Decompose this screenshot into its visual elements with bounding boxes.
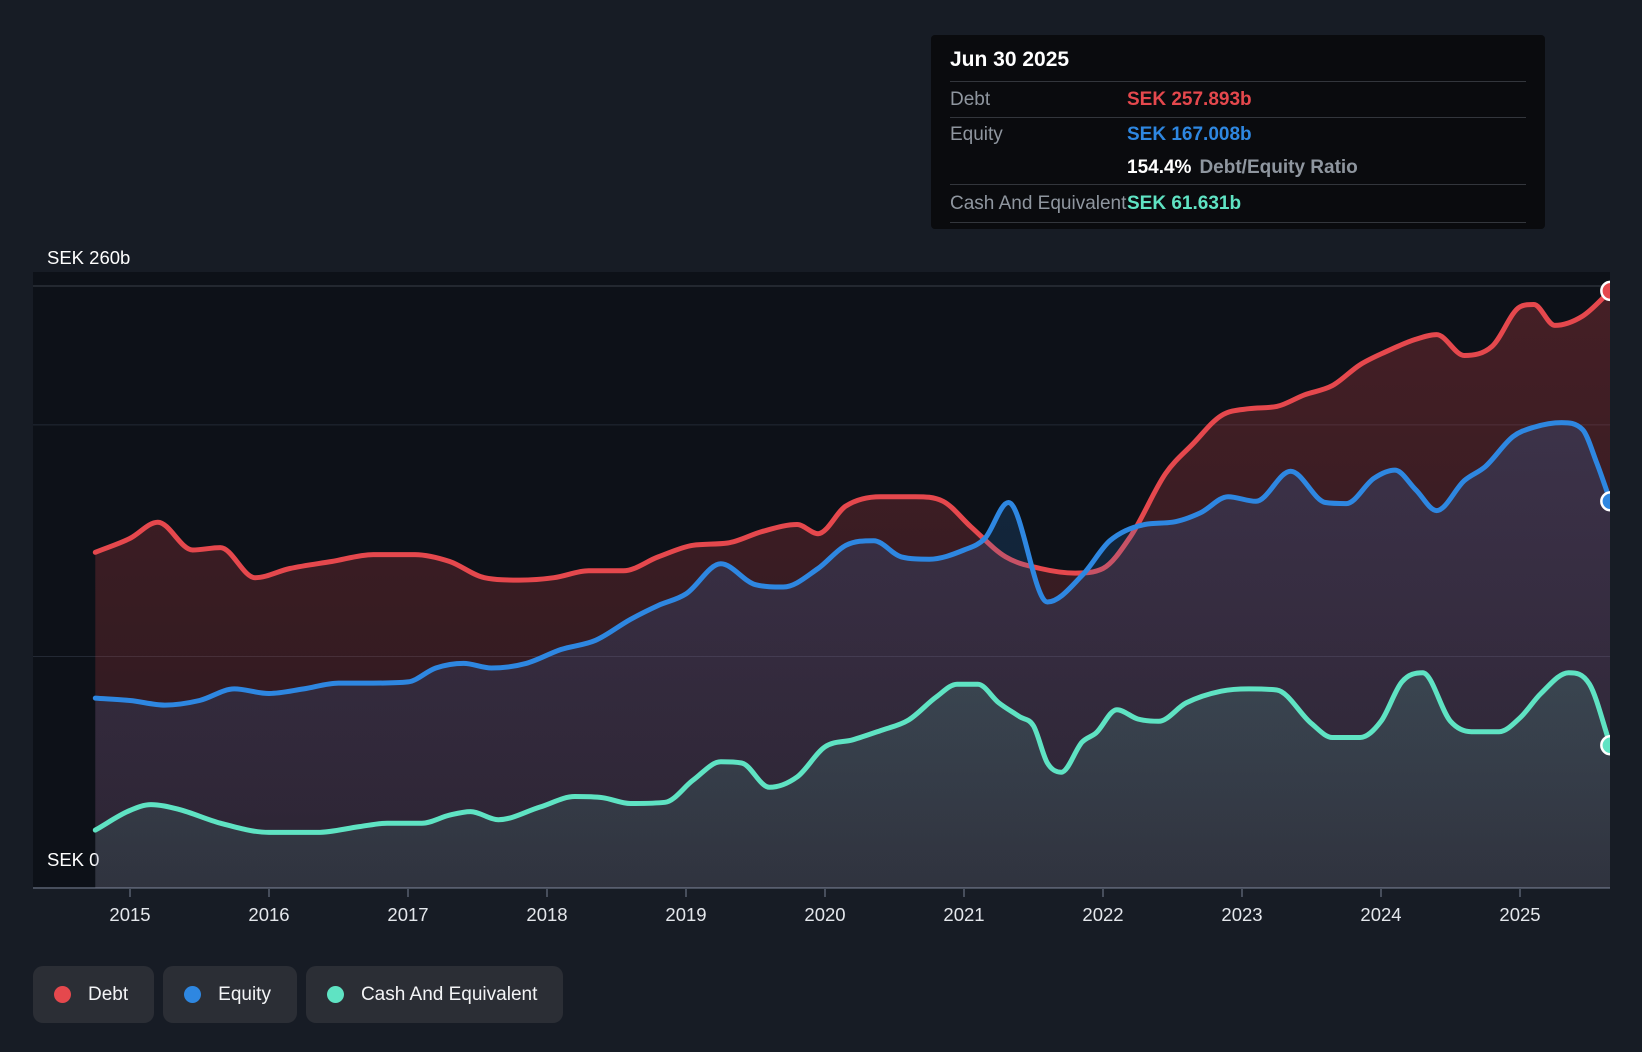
tooltip-date: Jun 30 2025 bbox=[950, 35, 1526, 82]
tooltip-debt-value: SEK 257.893b bbox=[1127, 89, 1252, 111]
tooltip-row-ratio: 154.4% Debt/Equity Ratio bbox=[950, 151, 1526, 185]
cash-and-equivalent-endpoint-marker[interactable] bbox=[1601, 736, 1619, 754]
equity-color-dot bbox=[184, 986, 201, 1003]
tooltip-cash-label: Cash And Equivalent bbox=[950, 193, 1127, 215]
tooltip-cash-value: SEK 61.631b bbox=[1127, 193, 1241, 215]
debt-color-dot bbox=[54, 986, 71, 1003]
y-axis-label-0: SEK 0 bbox=[47, 849, 99, 870]
y-axis-label-260: SEK 260b bbox=[47, 247, 130, 268]
tooltip-ratio-label: Debt/Equity Ratio bbox=[1199, 157, 1357, 178]
x-axis-label-2022: 2022 bbox=[1082, 904, 1123, 925]
legend-item-cash[interactable]: Cash And Equivalent bbox=[306, 966, 563, 1023]
x-axis-label-2021: 2021 bbox=[943, 904, 984, 925]
debt-equity-history-chart: SEK 260b SEK 0 2015 2016 2017 2018 2019 2020 202… bbox=[0, 0, 1642, 1052]
tooltip-equity-value: SEK 167.008b bbox=[1127, 124, 1252, 146]
debt-endpoint-marker[interactable] bbox=[1601, 282, 1619, 300]
cash-color-dot bbox=[327, 986, 344, 1003]
chart-tooltip: Jun 30 2025 Debt SEK 257.893b Equity SEK… bbox=[931, 35, 1545, 229]
legend-item-equity[interactable]: Equity bbox=[163, 966, 297, 1023]
legend-cash-label: Cash And Equivalent bbox=[361, 984, 537, 1006]
tooltip-row-cash: Cash And Equivalent SEK 61.631b bbox=[950, 185, 1526, 223]
x-axis-label-2018: 2018 bbox=[526, 904, 567, 925]
x-axis-label-2023: 2023 bbox=[1221, 904, 1262, 925]
legend: Debt Equity Cash And Equivalent bbox=[33, 966, 563, 1023]
tooltip-row-debt: Debt SEK 257.893b bbox=[950, 82, 1526, 118]
tooltip-equity-label: Equity bbox=[950, 124, 1127, 146]
x-axis-label-2019: 2019 bbox=[665, 904, 706, 925]
x-axis-label-2016: 2016 bbox=[248, 904, 289, 925]
tooltip-ratio-value: 154.4% bbox=[1127, 157, 1191, 178]
x-axis-label-2017: 2017 bbox=[387, 904, 428, 925]
tooltip-row-equity: Equity SEK 167.008b bbox=[950, 118, 1526, 151]
x-axis-label-2024: 2024 bbox=[1360, 904, 1401, 925]
x-axis-label-2025: 2025 bbox=[1499, 904, 1540, 925]
equity-endpoint-marker[interactable] bbox=[1601, 492, 1619, 510]
tooltip-debt-label: Debt bbox=[950, 89, 1127, 111]
legend-debt-label: Debt bbox=[88, 984, 128, 1006]
legend-equity-label: Equity bbox=[218, 984, 271, 1006]
x-axis-label-2015: 2015 bbox=[109, 904, 150, 925]
x-axis-label-2020: 2020 bbox=[804, 904, 845, 925]
legend-item-debt[interactable]: Debt bbox=[33, 966, 154, 1023]
